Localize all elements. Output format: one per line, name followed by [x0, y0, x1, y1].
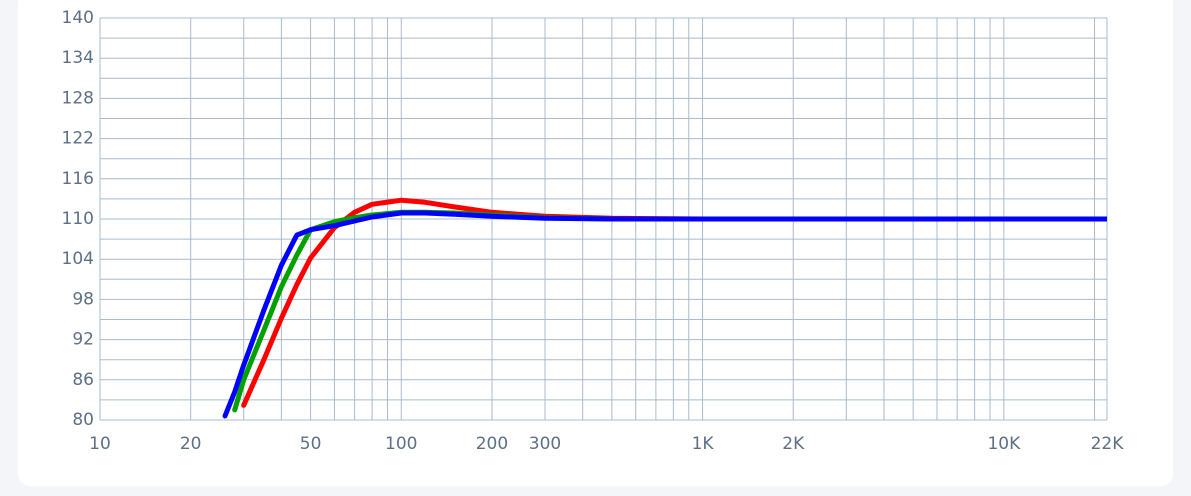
y-tick-label: 122 — [62, 129, 94, 149]
series-line — [241, 197, 1107, 408]
y-tick-label: 128 — [62, 88, 94, 108]
y-tick-label: 110 — [62, 209, 94, 229]
x-tick-label: 20 — [180, 434, 202, 454]
y-tick-label: 80 — [72, 410, 94, 430]
card — [18, 0, 1173, 486]
y-tick-label: 116 — [62, 169, 94, 189]
y-tick-label: 98 — [72, 289, 94, 309]
x-tick-label: 10K — [987, 434, 1021, 454]
x-tick-label: 2K — [782, 434, 805, 454]
x-tick-label: 22K — [1091, 434, 1125, 454]
y-tick-label: 140 — [62, 8, 94, 28]
y-tick-label: 104 — [62, 249, 94, 269]
y-tick-label: 134 — [62, 48, 94, 68]
x-tick-label: 200 — [476, 434, 508, 454]
x-tick-label: 10 — [89, 434, 111, 454]
series-line — [222, 210, 1107, 419]
y-tick-label: 92 — [72, 330, 94, 350]
x-tick-label: 50 — [300, 434, 322, 454]
x-tick-label: 300 — [529, 434, 561, 454]
x-tick-label: 100 — [385, 434, 417, 454]
y-tick-label: 86 — [72, 370, 94, 390]
x-tick-label: 1K — [692, 434, 715, 454]
